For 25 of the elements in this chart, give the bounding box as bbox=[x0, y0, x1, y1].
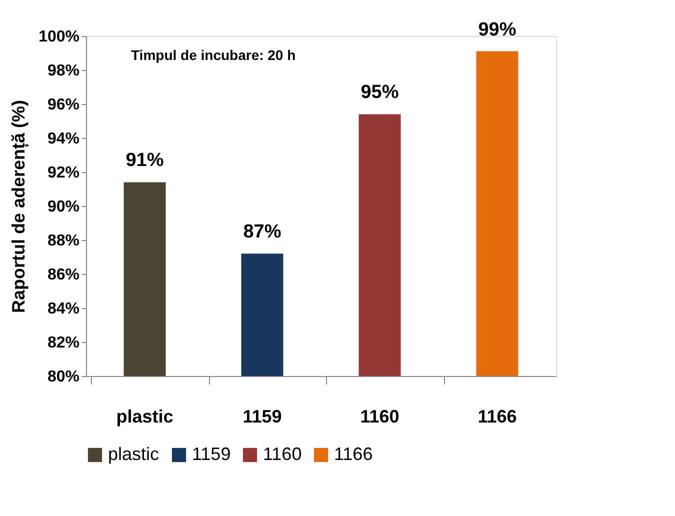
legend-label: plastic bbox=[108, 444, 160, 464]
y-tick-label: 88% bbox=[47, 232, 80, 250]
y-tick-label: 100% bbox=[38, 28, 80, 46]
y-axis-title: Raportul de aderență (%) bbox=[8, 100, 30, 314]
x-tick-label: 1160 bbox=[360, 406, 400, 426]
annotation: Timpul de incubare: 20 h bbox=[131, 47, 296, 63]
y-tick-label: 98% bbox=[47, 62, 80, 80]
legend-label: 1160 bbox=[263, 444, 302, 464]
data-label: 95% bbox=[360, 82, 399, 104]
y-tick-label: 94% bbox=[47, 130, 80, 148]
y-tick-label: 84% bbox=[47, 300, 80, 318]
y-tick-label: 80% bbox=[47, 368, 80, 386]
data-label: 91% bbox=[126, 150, 164, 172]
y-tick-label: 92% bbox=[47, 164, 80, 182]
x-tick-label: 1166 bbox=[478, 406, 517, 426]
y-tick-label: 96% bbox=[47, 96, 80, 114]
y-tick-label: 82% bbox=[47, 334, 80, 352]
x-tick-label: plastic bbox=[116, 406, 174, 426]
data-label: 87% bbox=[243, 222, 282, 243]
y-tick-label: 86% bbox=[47, 266, 80, 284]
legend-label: 1166 bbox=[334, 444, 373, 464]
legend-label: 1159 bbox=[192, 444, 231, 464]
x-tick-label: 1159 bbox=[242, 406, 282, 426]
data-label: 99% bbox=[478, 19, 516, 40]
y-tick-label: 90% bbox=[47, 198, 80, 216]
